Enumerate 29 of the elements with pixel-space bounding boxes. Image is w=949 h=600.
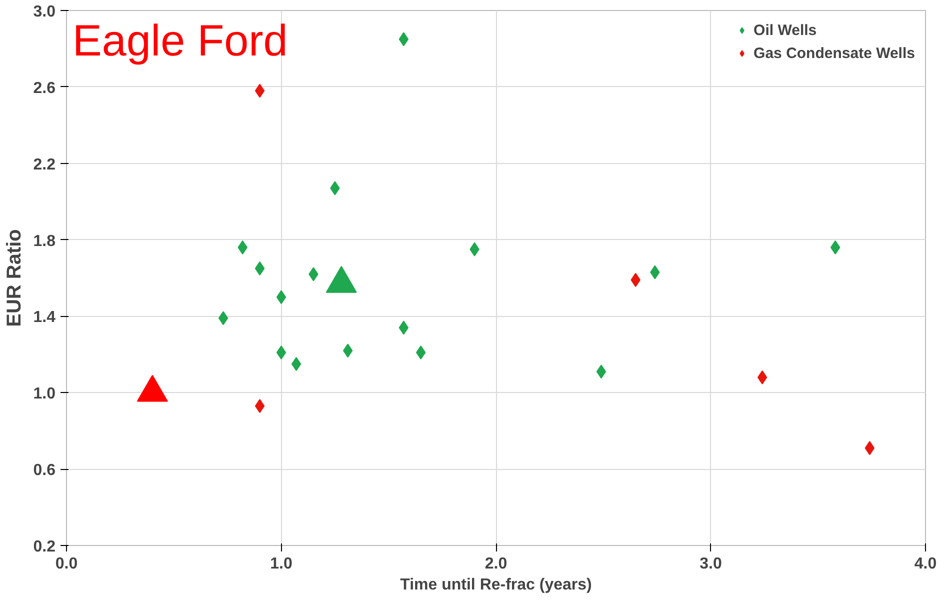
point <box>254 84 265 98</box>
y-tick-label: 2.6 <box>33 80 56 97</box>
y-axis-title: EUR Ratio <box>3 229 26 327</box>
y-tick-label: 3.0 <box>33 4 56 20</box>
y-tick-label: 0.6 <box>33 462 56 480</box>
x-axis-title: Time until Re-frac (years) <box>400 576 592 594</box>
legend-label: Gas Condensate Wells <box>754 44 915 62</box>
point <box>757 370 768 384</box>
legend-label: Oil Wells <box>754 22 817 38</box>
point <box>342 344 353 358</box>
annotation: Eagle Ford <box>72 16 288 66</box>
point <box>254 399 265 414</box>
point <box>596 364 606 379</box>
x-tick-label: 3.0 <box>700 556 722 572</box>
x-tick-label: 0.0 <box>55 556 78 572</box>
y-tick-label: 0.2 <box>33 538 56 556</box>
x-tick-label: 1.0 <box>270 556 292 572</box>
y-tick-label: 1.8 <box>33 232 56 250</box>
y-tick-label: 1.4 <box>33 309 56 326</box>
point <box>276 346 286 360</box>
y-tick-label: 2.2 <box>33 156 56 174</box>
point <box>276 290 286 304</box>
x-tick-label: 4.0 <box>914 556 937 572</box>
x-tick-label: 2.0 <box>484 556 508 572</box>
y-tick-label: 1.0 <box>33 386 56 403</box>
point <box>218 311 228 326</box>
point <box>830 240 840 254</box>
point <box>254 261 265 276</box>
point <box>291 356 302 371</box>
